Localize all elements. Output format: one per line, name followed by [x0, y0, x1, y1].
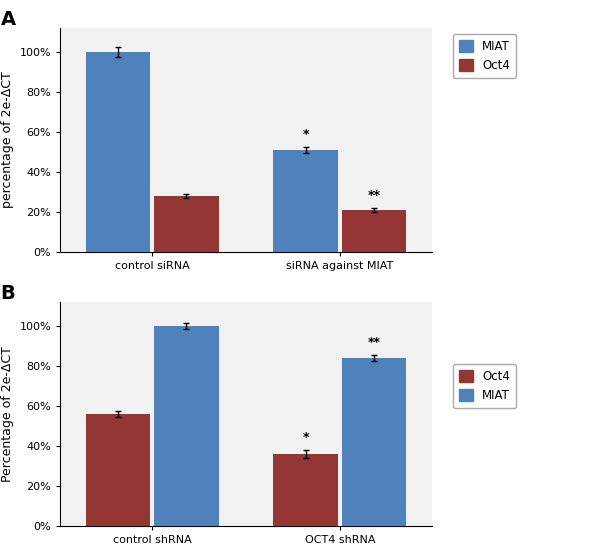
Bar — [154, 196, 218, 252]
Bar — [86, 414, 151, 526]
Bar — [274, 150, 338, 252]
Y-axis label: Percentage of 2e-ΔCT: Percentage of 2e-ΔCT — [1, 347, 14, 482]
Text: **: ** — [367, 189, 380, 202]
Text: **: ** — [367, 337, 380, 349]
Text: *: * — [302, 128, 309, 141]
Legend: Oct4, MIAT: Oct4, MIAT — [453, 365, 516, 408]
Bar — [86, 52, 151, 252]
Text: B: B — [1, 284, 15, 304]
Legend: MIAT, Oct4: MIAT, Oct4 — [453, 34, 516, 78]
Text: *: * — [302, 431, 309, 445]
Text: A: A — [1, 10, 16, 29]
Y-axis label: percentage of 2e-ΔCT: percentage of 2e-ΔCT — [1, 72, 14, 208]
Bar — [154, 326, 218, 526]
Bar — [341, 210, 406, 252]
Bar — [274, 454, 338, 526]
Bar — [341, 358, 406, 526]
